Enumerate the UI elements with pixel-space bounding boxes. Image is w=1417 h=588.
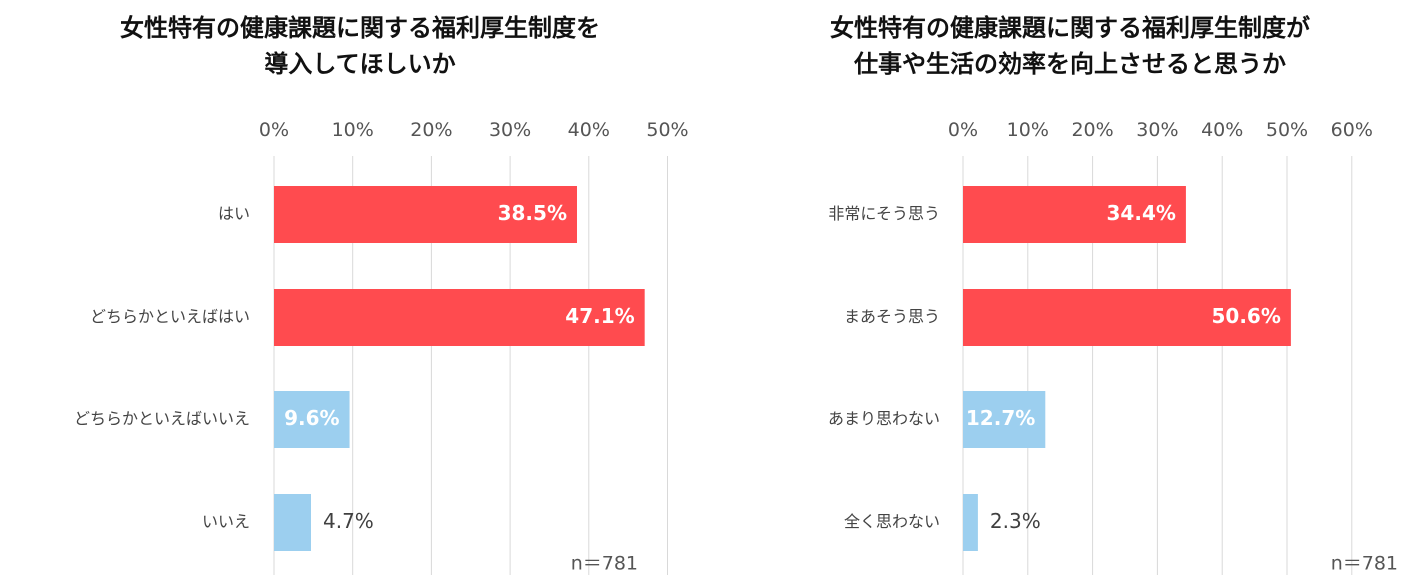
right-x-tick-label: 50% <box>1266 119 1308 141</box>
left-data-label: 9.6% <box>284 406 339 430</box>
left-x-tick-label: 10% <box>332 119 374 141</box>
left-data-label: 4.7% <box>323 509 374 533</box>
right-data-label: 34.4% <box>1107 201 1176 225</box>
chart-title-right-line-2: 仕事や生活の効率を向上させると思うか <box>854 50 1286 78</box>
right-x-tick-label: 30% <box>1136 119 1178 141</box>
right-category-label: まあそう思う <box>844 307 940 326</box>
right-bar <box>963 289 1291 346</box>
chart-title-left-line-2: 導入してほしいか <box>264 50 456 78</box>
left-x-tick-label: 0% <box>259 119 289 141</box>
bar-chart-left: 0% 10% 20% 30% 40% 50% はい 38.5% どちらかといえばはい 47.1% ど… <box>74 119 689 575</box>
right-bar <box>963 186 1186 243</box>
right-category-label: 非常にそう思う <box>828 204 940 223</box>
left-data-label: 38.5% <box>498 201 567 225</box>
chart-title-left-line-1: 女性特有の健康課題に関する福利厚生制度を <box>120 14 600 42</box>
left-bar <box>274 186 577 243</box>
bar-chart-right: 0% 10% 20% 30% 40% 50% 60% 非常にそう思う 34.4% まあそう思う 50… <box>828 119 1398 575</box>
left-x-tick-label: 50% <box>646 119 688 141</box>
left-category-label: どちらかといえばいいえ <box>74 409 250 428</box>
chart-title-left: 女性特有の健康課題に関する福利厚生制度を 導入してほしいか <box>20 10 700 82</box>
right-data-label: 50.6% <box>1211 304 1280 328</box>
right-x-tick-label: 60% <box>1331 119 1373 141</box>
right-x-tick-label: 20% <box>1071 119 1113 141</box>
right-category-label: 全く思わない <box>844 512 940 531</box>
left-category-label: はい <box>218 204 250 223</box>
right-bar <box>963 391 1046 448</box>
chart-title-right-line-1: 女性特有の健康課題に関する福利厚生制度が <box>830 14 1310 42</box>
right-x-tick-label: 0% <box>948 119 978 141</box>
right-category-label: あまり思わない <box>828 409 940 428</box>
left-x-tick-label: 20% <box>410 119 452 141</box>
left-bar <box>274 289 645 346</box>
right-x-tick-label: 40% <box>1201 119 1243 141</box>
left-x-tick-label: 30% <box>489 119 531 141</box>
left-sample-size-note: n＝781 <box>571 553 638 575</box>
chart-title-right: 女性特有の健康課題に関する福利厚生制度が 仕事や生活の効率を向上させると思うか <box>740 10 1400 82</box>
left-data-label: 47.1% <box>565 304 634 328</box>
left-category-label: どちらかといえばはい <box>90 307 250 326</box>
right-x-tick-label: 10% <box>1007 119 1049 141</box>
left-x-tick-label: 40% <box>568 119 610 141</box>
right-data-label: 2.3% <box>990 509 1041 533</box>
left-bar <box>274 391 350 448</box>
right-data-label: 12.7% <box>966 406 1035 430</box>
right-bar <box>963 494 978 551</box>
left-bar <box>274 494 311 551</box>
left-category-label: いいえ <box>202 512 250 531</box>
right-sample-size-note: n＝781 <box>1331 553 1398 575</box>
